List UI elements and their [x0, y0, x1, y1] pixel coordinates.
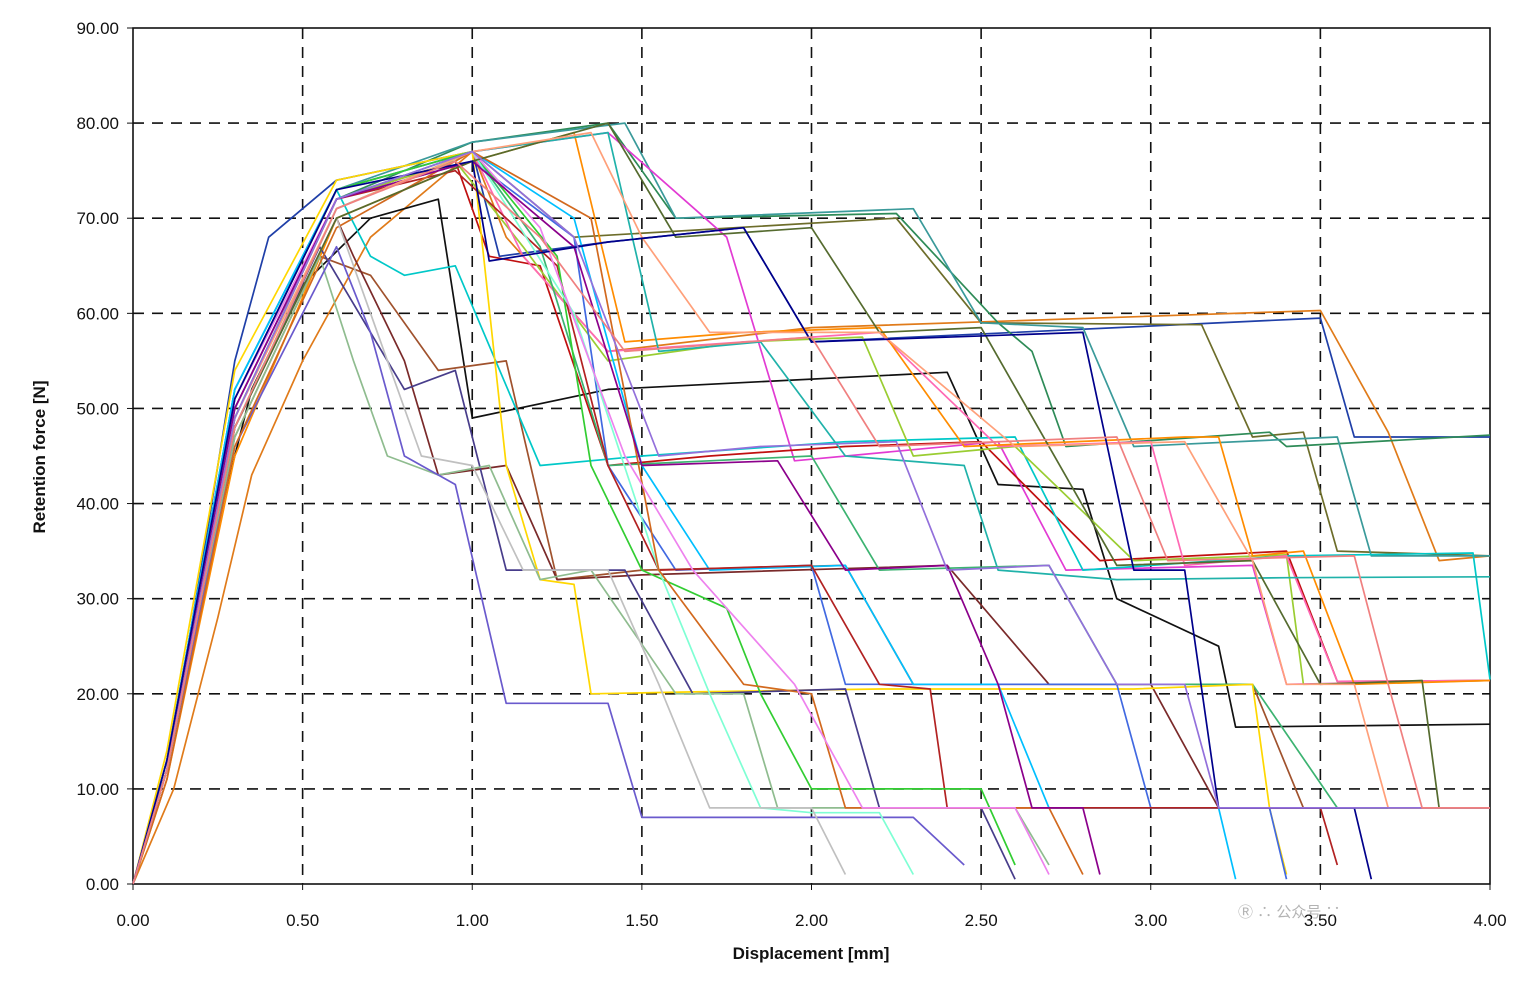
- x-tick-label: 2.50: [965, 911, 998, 930]
- series-line-1: [132, 150, 1490, 885]
- series-line-26: [132, 217, 847, 885]
- x-tick-label: 0.50: [286, 911, 319, 930]
- x-axis-title: Displacement [mm]: [733, 944, 890, 963]
- series-line-2: [132, 150, 1491, 885]
- y-axis-ticks: 0.00 10.00 20.00 30.00 40.00 50.00 60.00 70.00 8…: [76, 19, 133, 894]
- x-tick-label: 0.00: [116, 911, 149, 930]
- x-tick-label: 1.00: [456, 911, 489, 930]
- y-tick-label: 90.00: [76, 19, 119, 38]
- y-tick-label: 30.00: [76, 590, 119, 609]
- x-tick-label: 3.50: [1304, 911, 1337, 930]
- series-line-34: [132, 160, 1490, 885]
- y-tick-label: 50.00: [76, 399, 119, 418]
- y-tick-label: 60.00: [76, 304, 119, 323]
- y-tick-label: 70.00: [76, 209, 119, 228]
- y-tick-label: 40.00: [76, 495, 119, 514]
- watermark-text: Ⓡ ∴ 公众号 ∵: [1238, 904, 1341, 921]
- y-tick-label: 20.00: [76, 685, 119, 704]
- series-line-29: [132, 160, 1101, 885]
- x-tick-label: 1.50: [625, 911, 658, 930]
- y-tick-label: 0.00: [86, 875, 119, 894]
- series-line-27: [132, 150, 1050, 885]
- series-line-30: [132, 122, 1490, 885]
- series-line-22: [132, 150, 1016, 885]
- series-line-24: [132, 150, 915, 885]
- series-line-20: [132, 150, 1237, 885]
- series-line-33: [132, 150, 1490, 885]
- x-tick-label: 3.00: [1134, 911, 1167, 930]
- series-line-31: [132, 131, 1490, 885]
- series-line-16: [132, 150, 1288, 885]
- y-tick-label: 80.00: [76, 114, 119, 133]
- x-axis-ticks: 0.00 0.50 1.00 1.50 2.00 2.50 3.00 3.50 4.00: [116, 884, 1507, 930]
- x-tick-label: 2.00: [795, 911, 828, 930]
- y-tick-label: 10.00: [76, 780, 119, 799]
- x-tick-label: 4.00: [1473, 911, 1506, 930]
- y-axis-title: Retention force [N]: [30, 381, 49, 534]
- series-lines: [132, 122, 1491, 885]
